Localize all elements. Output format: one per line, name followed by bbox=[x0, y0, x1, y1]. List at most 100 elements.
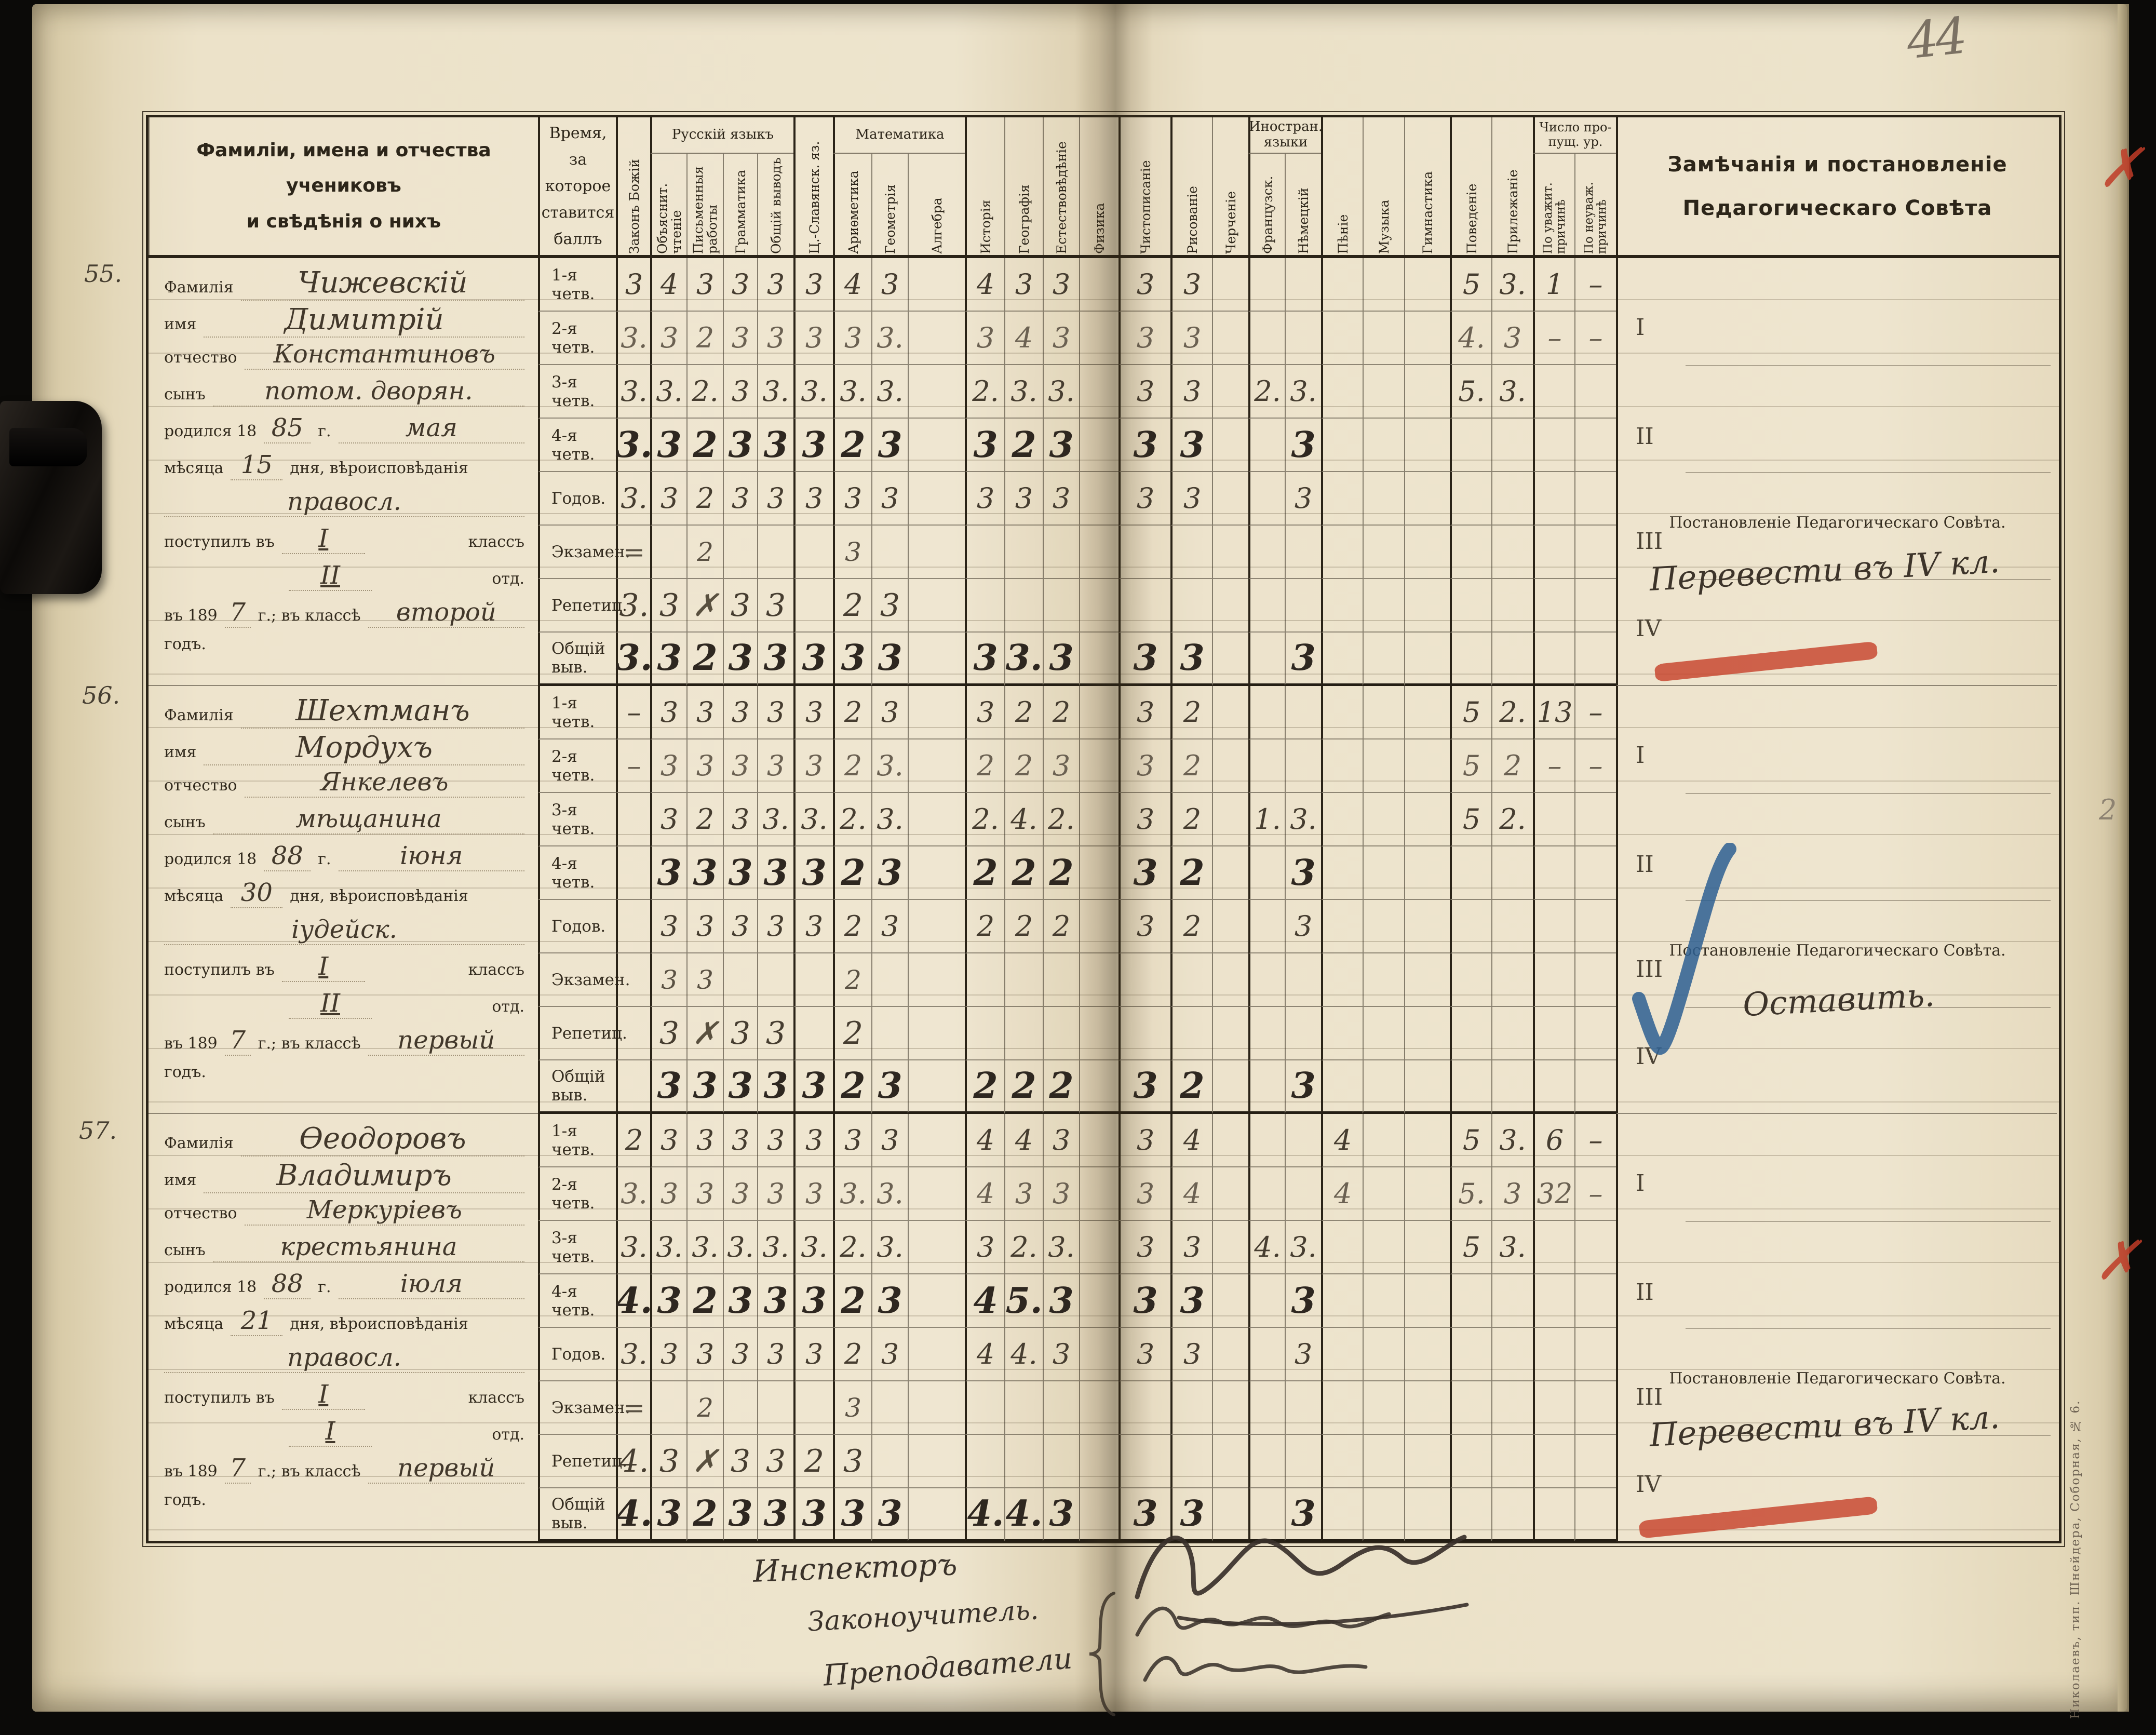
grade-cell: 3 bbox=[757, 1328, 793, 1381]
grade-cell: 5 bbox=[1450, 739, 1491, 793]
grade-cell: 3 bbox=[1119, 739, 1170, 793]
grade-cell bbox=[1004, 579, 1043, 633]
grade-cell bbox=[1574, 900, 1616, 953]
grade-cell: 3. bbox=[871, 312, 908, 365]
grade-cell bbox=[871, 1381, 908, 1435]
label-god: годъ. bbox=[164, 635, 206, 653]
grade-cell bbox=[908, 739, 965, 793]
grade-cell bbox=[1533, 472, 1574, 526]
grade-cell bbox=[1533, 365, 1574, 419]
grade-cell: 3 bbox=[1170, 1274, 1212, 1328]
grade-cell: 13 bbox=[1533, 686, 1574, 739]
grade-cell bbox=[1533, 579, 1574, 633]
grade-cell: 4. bbox=[1248, 1221, 1285, 1274]
grade-cell: 3 bbox=[723, 1167, 757, 1221]
grade-cell: 3 bbox=[723, 1435, 757, 1488]
grade-cell: 3 bbox=[1043, 739, 1079, 793]
grade-cell bbox=[616, 953, 650, 1007]
grade-cell: 3 bbox=[650, 1488, 686, 1542]
grade-cell bbox=[1004, 953, 1043, 1007]
value-birth-month: іюля bbox=[338, 1269, 524, 1300]
grade-cell: 3 bbox=[965, 472, 1004, 526]
grade-cell bbox=[908, 846, 965, 900]
grade-cell: 3. bbox=[1491, 1114, 1533, 1167]
grade-cell: 3 bbox=[686, 1114, 723, 1167]
grade-cell: 2 bbox=[686, 472, 723, 526]
row-label: Общій выв. bbox=[538, 633, 616, 686]
grade-cell: 2 bbox=[833, 953, 871, 1007]
grade-cell: – bbox=[1533, 739, 1574, 793]
grade-cell: 3 bbox=[965, 1221, 1004, 1274]
grade-cell: 3 bbox=[871, 472, 908, 526]
grade-cell: 3 bbox=[833, 526, 871, 579]
grade-cell: 3 bbox=[833, 1435, 871, 1488]
grade-cell: 3 bbox=[723, 686, 757, 739]
resolution-block: Постановленіе Педагогическаго Совѣта. Ос… bbox=[1618, 843, 2057, 1113]
grade-cell: 3 bbox=[723, 633, 757, 686]
value-birth-year: 88 bbox=[264, 1269, 311, 1300]
grade-cell bbox=[1079, 526, 1119, 579]
header-obshchij-vyvod: Общій выводъ bbox=[757, 154, 793, 255]
grade-cell: 3 bbox=[1043, 1328, 1079, 1381]
grade-cell bbox=[1285, 1435, 1321, 1488]
grade-cell bbox=[1363, 312, 1404, 365]
grade-cell: 2 bbox=[1043, 900, 1079, 953]
grade-cell bbox=[1079, 365, 1119, 419]
grade-cell: 2. bbox=[1491, 793, 1533, 846]
grade-cell: 2 bbox=[1170, 739, 1212, 793]
red-underline-mark bbox=[1654, 641, 1878, 682]
grade-cell bbox=[965, 1381, 1004, 1435]
value-son-of: крестьянина bbox=[212, 1232, 524, 1263]
label-born: родился 18 bbox=[164, 1278, 257, 1296]
grade-cell bbox=[1404, 526, 1450, 579]
grade-cell: 2 bbox=[686, 526, 723, 579]
grade-cell: 4 bbox=[965, 1328, 1004, 1381]
grade-cell: 2 bbox=[1170, 846, 1212, 900]
grade-cell: 3 bbox=[833, 1114, 871, 1167]
grade-cell: 2 bbox=[1043, 846, 1079, 900]
grade-cell bbox=[908, 953, 965, 1007]
grade-cell bbox=[1079, 1167, 1119, 1221]
student-number-55: 55. bbox=[84, 260, 123, 288]
resolution-block: Постановленіе Педагогическаго Совѣта. Пе… bbox=[1618, 1369, 2057, 1541]
zakonouchitel-signature bbox=[1135, 1606, 1391, 1637]
header-group-math: Математика bbox=[833, 117, 965, 154]
label-son-of: сынъ bbox=[164, 1241, 206, 1259]
grade-cell bbox=[1363, 1114, 1404, 1167]
grade-cell: 4 bbox=[965, 1274, 1004, 1328]
grade-cell bbox=[871, 1007, 908, 1060]
grade-cell bbox=[1248, 1114, 1285, 1167]
grade-cell: 3 bbox=[650, 312, 686, 365]
row-label: 4-я четв. bbox=[538, 419, 616, 472]
value-class-year: первый bbox=[368, 1454, 524, 1484]
label-in-class: г.; въ классѣ bbox=[258, 1034, 361, 1053]
grade-cell: 3 bbox=[1285, 846, 1321, 900]
grade-cell bbox=[1404, 686, 1450, 739]
grade-cell: 3 bbox=[1119, 1274, 1170, 1328]
grade-cell bbox=[1574, 793, 1616, 846]
grade-cell bbox=[757, 1381, 793, 1435]
grade-cell bbox=[1450, 953, 1491, 1007]
label-born: родился 18 bbox=[164, 422, 257, 440]
grade-cell bbox=[1533, 1381, 1574, 1435]
grade-cell bbox=[1491, 1060, 1533, 1114]
row-label: 3-я четв. bbox=[538, 365, 616, 419]
grade-cell bbox=[1119, 953, 1170, 1007]
header-geografia: Географія bbox=[1004, 117, 1043, 255]
grade-cell bbox=[1491, 633, 1533, 686]
header-group-missed: Число про- пущ. ур. bbox=[1533, 117, 1616, 154]
value-religion: іудейск. bbox=[164, 915, 524, 946]
grade-cell bbox=[1404, 312, 1450, 365]
grade-cell: 3. bbox=[1491, 1221, 1533, 1274]
grade-cell: 3 bbox=[1170, 419, 1212, 472]
grade-cell bbox=[908, 1221, 965, 1274]
header-penie: Пѣніе bbox=[1321, 117, 1363, 255]
grade-cell bbox=[1079, 1381, 1119, 1435]
grade-cell: 2 bbox=[1004, 900, 1043, 953]
grade-cell bbox=[1491, 1435, 1533, 1488]
grade-cell bbox=[1119, 526, 1170, 579]
grade-cell: 3 bbox=[1119, 419, 1170, 472]
grade-cell bbox=[1285, 686, 1321, 739]
grade-cell bbox=[1079, 1114, 1119, 1167]
quarter-mark: III bbox=[1636, 956, 1663, 983]
